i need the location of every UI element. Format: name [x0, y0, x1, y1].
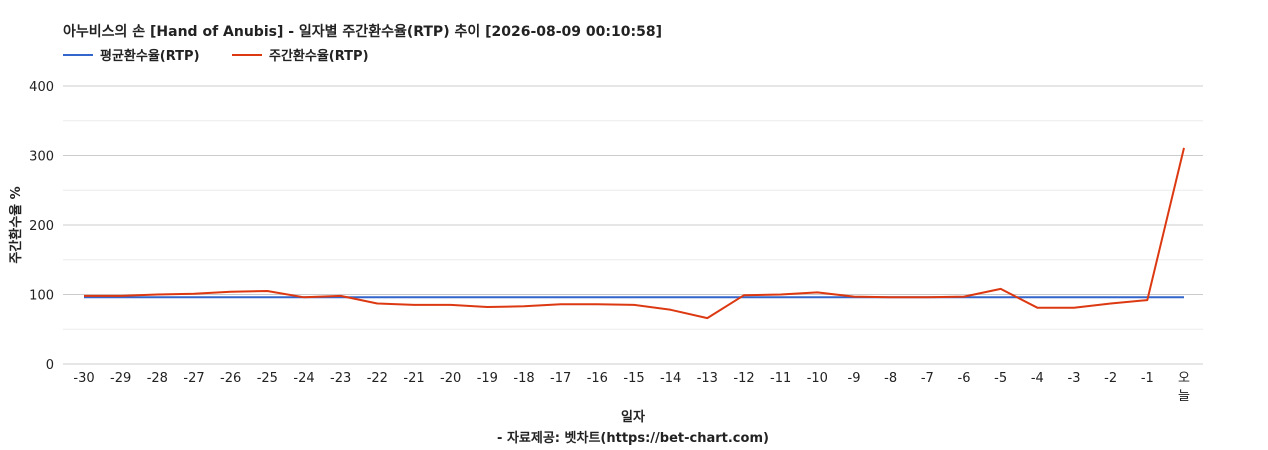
series-group — [83, 147, 1185, 320]
x-tick-label: -5 — [994, 371, 1007, 386]
legend-label-average: 평균환수율(RTP) — [100, 48, 200, 64]
y-tick-label: 300 — [29, 150, 54, 165]
x-tick-label: -17 — [550, 371, 571, 386]
x-tick-label: -9 — [848, 371, 861, 386]
x-tick-label: -28 — [147, 371, 168, 386]
x-tick-label: -26 — [220, 371, 241, 386]
y-tick-label: 200 — [29, 219, 54, 234]
x-tick-label: -20 — [440, 371, 461, 386]
x-tick-label: -21 — [403, 371, 424, 386]
chart-footer: - 자료제공: 벳차트(https://bet-chart.com) — [497, 430, 769, 446]
y-tick-label: 0 — [46, 358, 54, 373]
y-tick-label: 400 — [29, 80, 54, 95]
x-tick-label: -7 — [921, 371, 934, 386]
x-tick-label: -3 — [1068, 371, 1081, 386]
x-axis-ticks: -30 -29 -28 -27 -26 -25 -24 -23 -22 -21 -20 -19 -18 -… — [73, 371, 1190, 404]
legend-label-weekly: 주간환수율(RTP) — [269, 48, 369, 64]
x-tick-label: -4 — [1031, 371, 1044, 386]
x-axis-title: 일자 — [621, 410, 645, 425]
chart-title: 아누비스의 손 [Hand of Anubis] - 일자별 주간환수율(RTP… — [63, 23, 662, 40]
x-tick-label: -23 — [330, 371, 351, 386]
legend: 평균환수율(RTP) 주간환수율(RTP) — [63, 48, 369, 64]
x-tick-label: -24 — [293, 371, 314, 386]
x-tick-label: -2 — [1104, 371, 1117, 386]
y-axis-ticks: 0 100 200 300 400 — [29, 80, 54, 373]
x-tick-label: -16 — [587, 371, 608, 386]
x-tick-label: -30 — [73, 371, 94, 386]
x-tick-label: -15 — [623, 371, 644, 386]
x-tick-label: -22 — [367, 371, 388, 386]
x-tick-label: -10 — [807, 371, 828, 386]
grid — [63, 85, 1203, 365]
x-tick-label: -1 — [1141, 371, 1154, 386]
x-tick-label: -18 — [513, 371, 534, 386]
x-tick-label: -14 — [660, 371, 681, 386]
y-axis-title: 주간환수율 % — [8, 186, 24, 263]
y-tick-label: 100 — [29, 289, 54, 304]
series-line-weekly — [84, 147, 1185, 320]
x-tick-label: -25 — [257, 371, 278, 386]
x-tick-label: -11 — [770, 371, 791, 386]
x-tick-label: -12 — [733, 371, 754, 386]
x-tick-label: -6 — [958, 371, 971, 386]
x-tick-label: -19 — [477, 371, 498, 386]
x-tick-label: -29 — [110, 371, 131, 386]
x-tick-label: -8 — [884, 371, 897, 386]
x-tick-label: -13 — [697, 371, 718, 386]
x-tick-label: -27 — [183, 371, 204, 386]
